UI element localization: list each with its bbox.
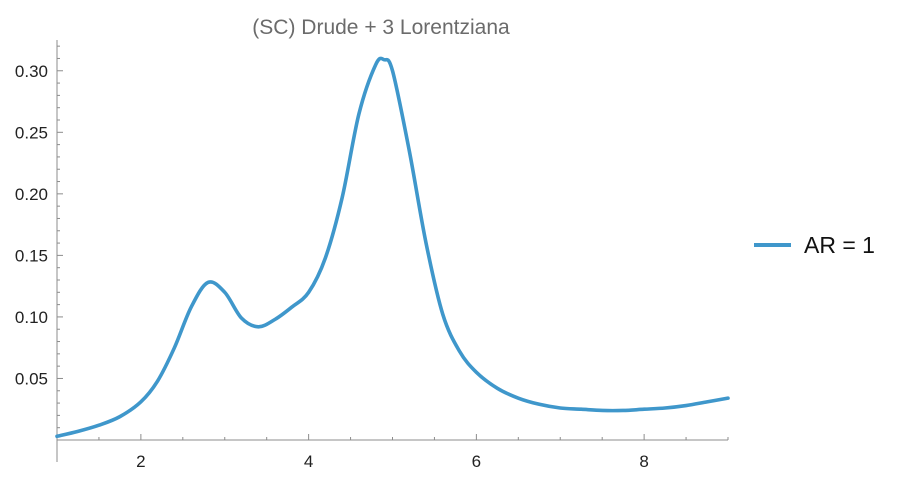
series-layer [55, 56, 730, 439]
x-tick-label: 8 [639, 452, 648, 471]
y-tick-label: 0.05 [15, 369, 48, 388]
x-tick-label: 2 [136, 452, 145, 471]
y-tick-label: 0.10 [15, 308, 48, 327]
chart-title: (SC) Drude + 3 Lorentziana [252, 16, 510, 39]
y-tick-label: 0.25 [15, 123, 48, 142]
x-tick-label: 6 [472, 452, 481, 471]
y-tick-label: 0.30 [15, 62, 48, 81]
legend-label: AR = 1 [804, 232, 875, 258]
series-line [55, 56, 730, 439]
legend: AR = 1 [754, 232, 875, 258]
y-tick-label: 0.20 [15, 185, 48, 204]
axes [56, 40, 728, 462]
ticks: 2 4 6 8 0.05 0.10 0.15 0.20 0.25 0.30 [15, 45, 729, 471]
x-tick-label: 4 [304, 452, 313, 471]
y-tick-label: 0.15 [15, 246, 48, 265]
